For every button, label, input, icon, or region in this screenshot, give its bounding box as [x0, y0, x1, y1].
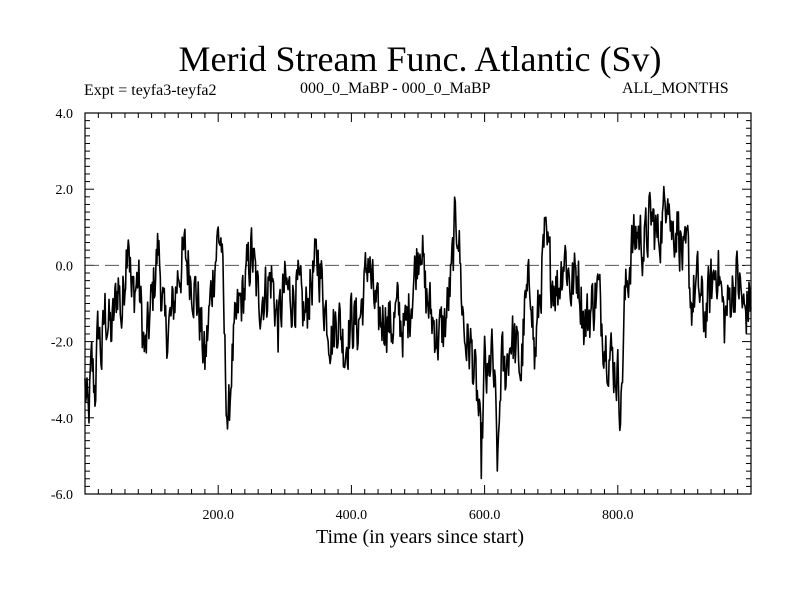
- y-tick-label: 4.0: [56, 107, 74, 122]
- x-tick-label: 600.0: [469, 508, 501, 523]
- x-axis-title: Time (in years since start): [315, 526, 525, 548]
- stream-function-series: [84, 185, 752, 480]
- y-tick-label: -2.0: [51, 336, 73, 351]
- y-tick-label: -4.0: [51, 412, 73, 427]
- y-tick-label: -6.0: [51, 488, 73, 503]
- experiment-label: Expt = teyfa3-teyfa2: [84, 82, 217, 99]
- y-tick-label: 0.0: [56, 259, 74, 274]
- plot-frame: [84, 112, 752, 495]
- y-tick-label: 2.0: [56, 183, 74, 198]
- x-tick-label: 200.0: [202, 508, 234, 523]
- chart-title: Merid Stream Func. Atlantic (Sv): [178, 39, 662, 79]
- period-label: 000_0_MaBP - 000_0_MaBP: [300, 80, 491, 97]
- x-tick-label: 800.0: [602, 508, 634, 523]
- x-tick-label: 400.0: [336, 508, 368, 523]
- months-label: ALL_MONTHS: [622, 80, 729, 97]
